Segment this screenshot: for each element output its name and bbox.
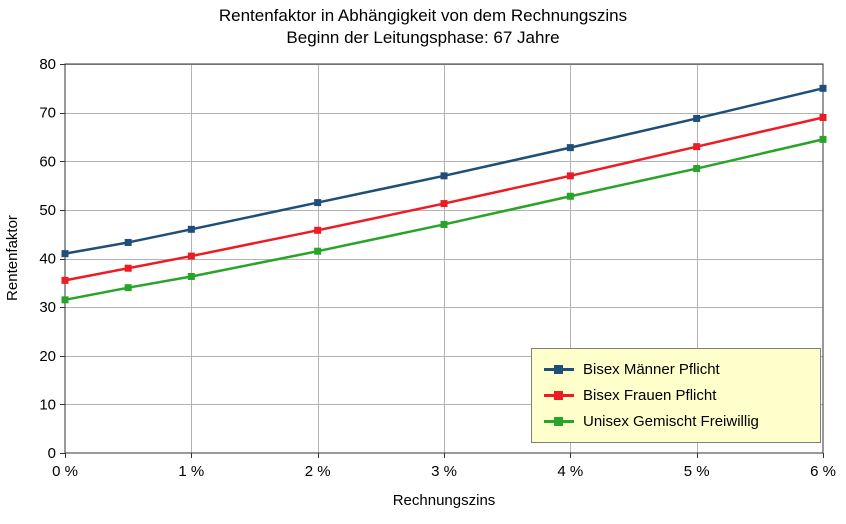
series-marker (819, 113, 827, 121)
x-tick-label: 1 % (178, 463, 204, 480)
series-line (64, 116, 824, 282)
y-tick-label: 70 (39, 105, 56, 122)
legend-item: Unisex Gemischt Freiwillig (544, 414, 808, 429)
series-marker (124, 264, 132, 272)
series-marker (440, 172, 448, 180)
y-tick-label: 40 (39, 251, 56, 268)
legend-item: Bisex Frauen Pflicht (544, 388, 808, 403)
y-tick-label: 10 (39, 396, 56, 413)
legend-label: Bisex Frauen Pflicht (583, 387, 717, 404)
series-marker (693, 114, 701, 122)
y-tick-label: 60 (39, 153, 56, 170)
x-tick-label: 0 % (52, 463, 78, 480)
legend-marker-icon (554, 417, 563, 426)
series-line (64, 138, 824, 302)
x-tick-label: 3 % (431, 463, 457, 480)
legend: Bisex Männer Pflicht Bisex Frauen Pflicht… (531, 348, 821, 443)
y-tick-label: 80 (39, 56, 56, 73)
series-marker (124, 238, 132, 246)
y-tick-label: 20 (39, 348, 56, 365)
series-marker (124, 284, 132, 292)
series-marker (566, 192, 574, 200)
series-marker (440, 200, 448, 208)
legend-label: Unisex Gemischt Freiwillig (583, 413, 759, 430)
legend-swatch (544, 417, 574, 426)
series-marker (187, 252, 195, 260)
series-marker (314, 226, 322, 234)
y-tick-label: 50 (39, 202, 56, 219)
series-line (64, 87, 824, 255)
y-tick-label: 0 (48, 445, 56, 462)
x-tick-label: 6 % (810, 463, 836, 480)
legend-marker-icon (554, 365, 563, 374)
legend-swatch (544, 391, 574, 400)
chart-subtitle: Beginn der Leitungsphase: 67 Jahre (286, 28, 560, 47)
y-tick-label: 30 (39, 299, 56, 316)
legend-swatch (544, 365, 574, 374)
series-marker (61, 250, 69, 258)
x-tick-label: 2 % (305, 463, 331, 480)
legend-item: Bisex Männer Pflicht (544, 362, 808, 377)
series-marker (61, 276, 69, 284)
series-marker (566, 172, 574, 180)
series-marker (314, 199, 322, 207)
x-axis-title: Rechnungszins (392, 492, 496, 509)
legend-marker-icon (554, 391, 563, 400)
series-marker (566, 144, 574, 152)
series-marker (314, 247, 322, 255)
series-marker (693, 165, 701, 173)
x-tick-label: 4 % (557, 463, 583, 480)
series-marker (61, 296, 69, 304)
series-marker (819, 84, 827, 92)
series-marker (693, 143, 701, 151)
legend-label: Bisex Männer Pflicht (583, 361, 720, 378)
series-marker (819, 135, 827, 143)
series-marker (187, 272, 195, 280)
series-marker (440, 220, 448, 228)
x-tick-label: 5 % (684, 463, 710, 480)
chart-title: Rentenfaktor in Abhängigkeit von dem Rec… (218, 6, 628, 25)
series-marker (187, 225, 195, 233)
